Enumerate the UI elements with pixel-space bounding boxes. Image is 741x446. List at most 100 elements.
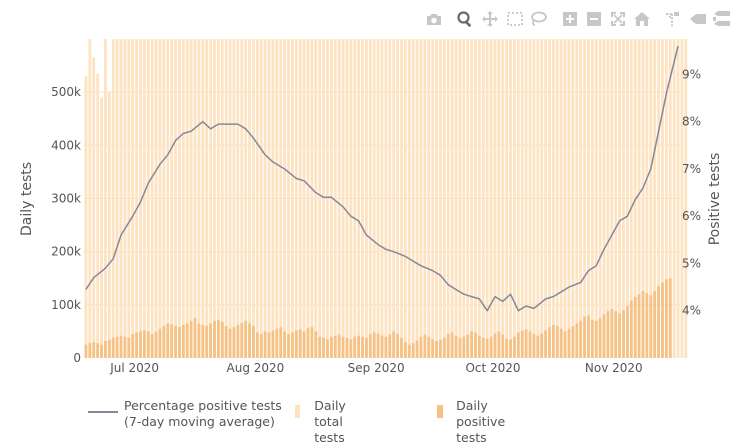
positive-tests-bar[interactable] (384, 336, 388, 358)
positive-tests-bar[interactable] (310, 327, 314, 358)
total-tests-bar[interactable] (197, 39, 201, 358)
total-tests-bar[interactable] (283, 39, 287, 358)
positive-tests-bar[interactable] (509, 339, 512, 358)
positive-tests-bar[interactable] (150, 334, 154, 358)
positive-tests-bar[interactable] (516, 332, 520, 358)
total-tests-bar[interactable] (216, 39, 220, 358)
positive-tests-bar[interactable] (267, 332, 271, 358)
total-tests-bar[interactable] (263, 39, 267, 358)
total-tests-bar[interactable] (587, 39, 590, 358)
total-tests-bar[interactable] (318, 39, 322, 358)
total-tests-bar[interactable] (185, 39, 189, 358)
total-tests-bar[interactable] (614, 39, 618, 358)
positive-tests-bar[interactable] (197, 323, 201, 358)
total-tests-bar[interactable] (520, 39, 524, 358)
positive-tests-bar[interactable] (228, 328, 232, 358)
zoom-in-button[interactable] (560, 9, 580, 29)
total-tests-bar[interactable] (170, 39, 174, 358)
total-tests-bar[interactable] (353, 39, 357, 358)
positive-tests-bar[interactable] (551, 325, 555, 358)
total-tests-bar[interactable] (135, 39, 138, 358)
positive-tests-bar[interactable] (380, 335, 384, 358)
total-tests-bar[interactable] (653, 39, 657, 358)
total-tests-bar[interactable] (536, 39, 540, 358)
positive-tests-bar[interactable] (357, 335, 361, 358)
positive-tests-bar[interactable] (513, 336, 516, 358)
total-tests-bar[interactable] (228, 39, 232, 358)
positive-tests-bar[interactable] (248, 323, 251, 358)
total-tests-bar[interactable] (357, 39, 361, 358)
positive-tests-bar[interactable] (489, 336, 493, 358)
total-tests-bar[interactable] (680, 39, 684, 358)
positive-tests-bar[interactable] (209, 323, 213, 358)
pan-button[interactable] (480, 9, 500, 29)
total-tests-bar[interactable] (505, 39, 509, 358)
positive-tests-bar[interactable] (462, 336, 466, 358)
total-tests-bar[interactable] (555, 39, 559, 358)
positive-tests-bar[interactable] (236, 325, 240, 358)
hover-closest-button[interactable] (688, 9, 708, 29)
total-tests-bar[interactable] (657, 39, 660, 358)
spike-lines-button[interactable] (662, 9, 682, 29)
total-tests-bar[interactable] (267, 39, 271, 358)
total-tests-bar[interactable] (314, 39, 318, 358)
total-tests-bar[interactable] (641, 39, 645, 358)
total-tests-bar[interactable] (384, 39, 388, 358)
positive-tests-bar[interactable] (520, 330, 524, 358)
positive-tests-bar[interactable] (96, 343, 100, 358)
positive-tests-bar[interactable] (431, 339, 435, 358)
positive-tests-bar[interactable] (244, 320, 248, 358)
total-tests-bar[interactable] (610, 39, 614, 358)
positive-tests-bar[interactable] (361, 336, 364, 358)
total-tests-bar[interactable] (629, 39, 633, 358)
positive-tests-bar[interactable] (162, 326, 166, 358)
positive-tests-bar[interactable] (501, 334, 505, 358)
total-tests-bar[interactable] (131, 39, 135, 358)
positive-tests-bar[interactable] (439, 339, 442, 358)
total-tests-bar[interactable] (672, 39, 676, 358)
total-tests-bar[interactable] (551, 39, 555, 358)
positive-tests-bar[interactable] (407, 344, 411, 358)
positive-tests-bar[interactable] (614, 311, 618, 358)
positive-tests-bar[interactable] (119, 335, 123, 358)
positive-tests-bar[interactable] (571, 326, 575, 358)
positive-tests-bar[interactable] (92, 342, 96, 358)
total-tests-bar[interactable] (544, 39, 548, 358)
total-tests-bar[interactable] (275, 39, 279, 358)
total-tests-bar[interactable] (396, 39, 399, 358)
positive-tests-bar[interactable] (435, 340, 438, 358)
total-tests-bar[interactable] (590, 39, 594, 358)
positive-tests-bar[interactable] (661, 282, 664, 358)
positive-tests-bar[interactable] (252, 326, 255, 358)
home-button[interactable] (632, 9, 652, 29)
total-tests-bar[interactable] (213, 39, 216, 358)
total-tests-bar[interactable] (501, 39, 505, 358)
total-tests-bar[interactable] (477, 39, 481, 358)
total-tests-bar[interactable] (329, 39, 333, 358)
positive-tests-bar[interactable] (224, 326, 228, 358)
total-tests-bar[interactable] (84, 76, 88, 358)
positive-tests-bar[interactable] (318, 336, 322, 358)
total-tests-bar[interactable] (193, 39, 197, 358)
positive-tests-bar[interactable] (594, 320, 598, 358)
positive-tests-bar[interactable] (668, 278, 672, 358)
positive-tests-bar[interactable] (111, 337, 115, 358)
legend-item-positive[interactable]: Daily positive tests (437, 398, 512, 446)
positive-tests-bar[interactable] (423, 334, 427, 358)
positive-tests-bar[interactable] (587, 315, 590, 358)
total-tests-bar[interactable] (178, 39, 181, 358)
total-tests-bar[interactable] (248, 39, 251, 358)
total-tests-bar[interactable] (626, 39, 629, 358)
total-tests-bar[interactable] (294, 39, 298, 358)
positive-tests-bar[interactable] (388, 334, 392, 358)
total-tests-bar[interactable] (481, 39, 485, 358)
total-tests-bar[interactable] (337, 39, 341, 358)
positive-tests-bar[interactable] (306, 328, 310, 358)
positive-rate-line-path[interactable] (85, 45, 679, 312)
total-tests-bar[interactable] (341, 39, 345, 358)
positive-tests-bar[interactable] (146, 331, 150, 358)
total-tests-bar[interactable] (583, 39, 586, 358)
positive-tests-bar[interactable] (326, 339, 329, 358)
positive-tests-bar[interactable] (185, 323, 189, 358)
total-tests-bar[interactable] (236, 39, 240, 358)
